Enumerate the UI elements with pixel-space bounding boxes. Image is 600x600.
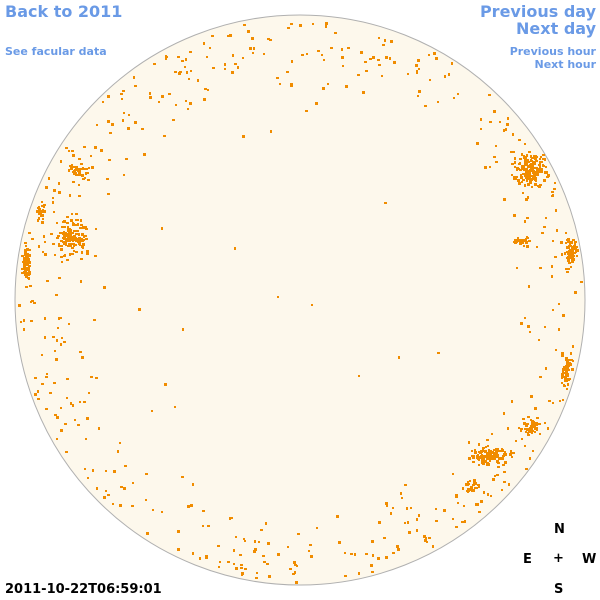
next-hour-link[interactable]: Next hour — [534, 58, 597, 71]
next-day-link[interactable]: Next day — [516, 19, 596, 38]
previous-day-link[interactable]: Previous day — [479, 2, 596, 21]
compass-east-label: E — [523, 552, 532, 567]
solar-disk — [14, 14, 586, 586]
compass-north-label: N — [554, 522, 565, 537]
facular-regions — [18, 22, 583, 584]
see-facular-data-link[interactable]: See facular data — [5, 45, 107, 58]
compass-south-label: S — [554, 582, 564, 597]
compass-west-label: W — [582, 552, 597, 567]
back-to-year-link[interactable]: Back to 2011 — [5, 2, 123, 21]
compass-center-icon: + — [553, 551, 564, 566]
previous-hour-link[interactable]: Previous hour — [509, 45, 596, 58]
observation-timestamp: 2011-10-22T06:59:01 — [5, 582, 162, 597]
